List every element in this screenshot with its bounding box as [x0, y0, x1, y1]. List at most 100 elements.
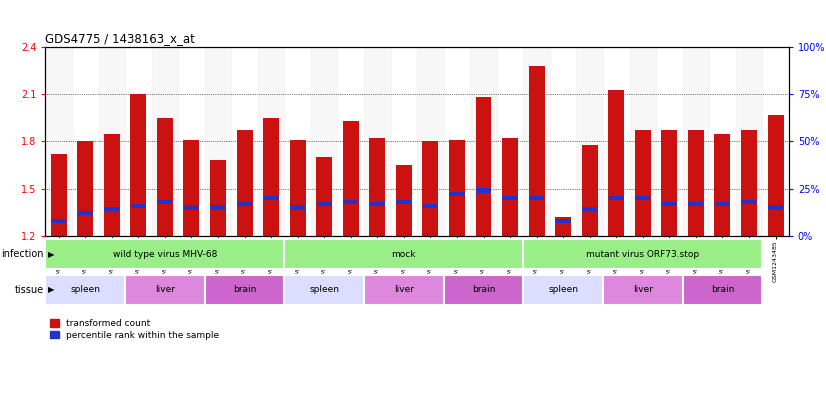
Bar	[284, 239, 524, 270]
Bar	[524, 275, 603, 305]
Bar	[688, 130, 704, 236]
Text: spleen: spleen	[309, 285, 339, 294]
Bar	[449, 192, 464, 196]
Bar	[237, 202, 252, 206]
Bar	[263, 196, 278, 200]
Bar	[688, 202, 704, 206]
Text: spleen: spleen	[70, 285, 100, 294]
Bar	[767, 115, 784, 236]
Bar	[131, 204, 146, 208]
Bar	[502, 196, 518, 200]
Bar	[78, 211, 93, 215]
Bar	[343, 200, 358, 204]
Text: brain: brain	[233, 285, 256, 294]
Bar	[45, 47, 72, 236]
Text: brain: brain	[472, 285, 496, 294]
Bar	[470, 47, 496, 236]
Bar	[258, 47, 284, 236]
Bar	[476, 189, 491, 193]
Text: wild type virus MHV-68: wild type virus MHV-68	[112, 250, 217, 259]
Text: spleen: spleen	[548, 285, 578, 294]
Legend: transformed count, percentile rank within the sample: transformed count, percentile rank withi…	[50, 319, 220, 340]
Bar	[51, 219, 66, 223]
Bar	[524, 47, 550, 236]
Text: GDS4775 / 1438163_x_at: GDS4775 / 1438163_x_at	[45, 31, 195, 44]
Bar	[449, 140, 465, 236]
Bar	[609, 196, 624, 200]
Bar	[635, 196, 650, 200]
Bar	[502, 138, 518, 236]
Bar	[682, 275, 762, 305]
Bar	[714, 202, 730, 206]
Bar	[316, 202, 332, 206]
Bar	[714, 134, 730, 236]
Bar	[236, 130, 253, 236]
Bar	[157, 118, 173, 236]
Bar	[635, 130, 651, 236]
Bar	[104, 208, 120, 211]
Bar	[311, 47, 338, 236]
Bar	[662, 202, 677, 206]
Text: ▶: ▶	[48, 285, 55, 294]
Bar	[343, 121, 358, 236]
Bar	[422, 141, 439, 236]
Bar	[444, 275, 524, 305]
Bar	[364, 275, 444, 305]
Bar	[396, 200, 411, 204]
Bar	[205, 275, 284, 305]
Bar	[396, 165, 412, 236]
Bar	[582, 208, 597, 211]
Bar	[45, 239, 284, 270]
Bar	[290, 140, 306, 236]
Text: mutant virus ORF73.stop: mutant virus ORF73.stop	[586, 250, 700, 259]
Bar	[741, 130, 757, 236]
Text: brain: brain	[710, 285, 734, 294]
Text: mock: mock	[392, 250, 416, 259]
Bar	[183, 140, 199, 236]
Bar	[603, 275, 682, 305]
Bar	[629, 47, 656, 236]
Bar	[370, 202, 385, 206]
Bar	[736, 47, 762, 236]
Bar	[45, 275, 125, 305]
Bar	[608, 90, 624, 236]
Text: liver: liver	[394, 285, 414, 294]
Bar	[205, 47, 231, 236]
Bar	[152, 47, 178, 236]
Bar	[78, 141, 93, 236]
Bar	[742, 200, 757, 204]
Text: ▶: ▶	[48, 250, 55, 259]
Bar	[417, 47, 444, 236]
Bar	[529, 196, 544, 200]
Bar	[423, 204, 438, 208]
Bar	[524, 239, 762, 270]
Bar	[184, 206, 199, 209]
Bar	[662, 130, 677, 236]
Bar	[263, 118, 279, 236]
Bar	[556, 219, 571, 223]
Bar	[529, 66, 544, 236]
Bar	[555, 217, 571, 236]
Bar	[284, 275, 364, 305]
Bar	[364, 47, 391, 236]
Bar	[157, 200, 173, 204]
Bar	[577, 47, 603, 236]
Bar	[211, 206, 225, 209]
Bar	[98, 47, 125, 236]
Bar	[104, 134, 120, 236]
Bar	[210, 160, 226, 236]
Text: tissue: tissue	[15, 285, 44, 295]
Bar	[682, 47, 710, 236]
Bar	[50, 154, 67, 236]
Bar	[131, 94, 146, 236]
Bar	[582, 145, 598, 236]
Bar	[290, 206, 306, 209]
Text: liver: liver	[633, 285, 653, 294]
Bar	[768, 206, 783, 209]
Bar	[369, 138, 385, 236]
Text: infection: infection	[2, 250, 44, 259]
Bar	[125, 275, 205, 305]
Bar	[316, 157, 332, 236]
Bar	[476, 97, 491, 236]
Text: liver: liver	[155, 285, 175, 294]
